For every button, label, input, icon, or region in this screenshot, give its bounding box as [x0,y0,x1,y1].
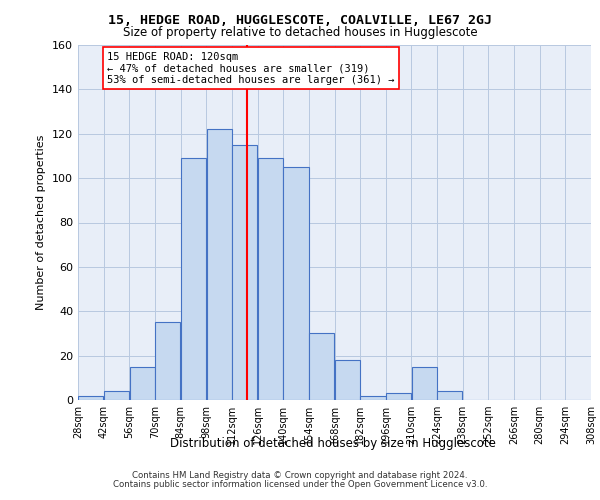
Bar [206,130,232,400]
Text: Size of property relative to detached houses in Hugglescote: Size of property relative to detached ho… [122,26,478,39]
Bar [155,322,181,400]
Bar [78,396,103,400]
Bar [361,396,386,400]
Bar [437,391,463,400]
Text: Distribution of detached houses by size in Hugglescote: Distribution of detached houses by size … [170,438,496,450]
Bar [309,334,334,400]
Bar [335,360,360,400]
Text: 15 HEDGE ROAD: 120sqm
← 47% of detached houses are smaller (319)
53% of semi-det: 15 HEDGE ROAD: 120sqm ← 47% of detached … [107,52,395,85]
Bar [181,158,206,400]
Bar [130,366,155,400]
Bar [412,366,437,400]
Text: Contains HM Land Registry data © Crown copyright and database right 2024.: Contains HM Land Registry data © Crown c… [132,471,468,480]
Text: 15, HEDGE ROAD, HUGGLESCOTE, COALVILLE, LE67 2GJ: 15, HEDGE ROAD, HUGGLESCOTE, COALVILLE, … [108,14,492,27]
Text: Contains public sector information licensed under the Open Government Licence v3: Contains public sector information licen… [113,480,487,489]
Bar [232,145,257,400]
Bar [283,167,308,400]
Bar [258,158,283,400]
Bar [386,394,411,400]
Y-axis label: Number of detached properties: Number of detached properties [37,135,46,310]
Bar [104,391,129,400]
